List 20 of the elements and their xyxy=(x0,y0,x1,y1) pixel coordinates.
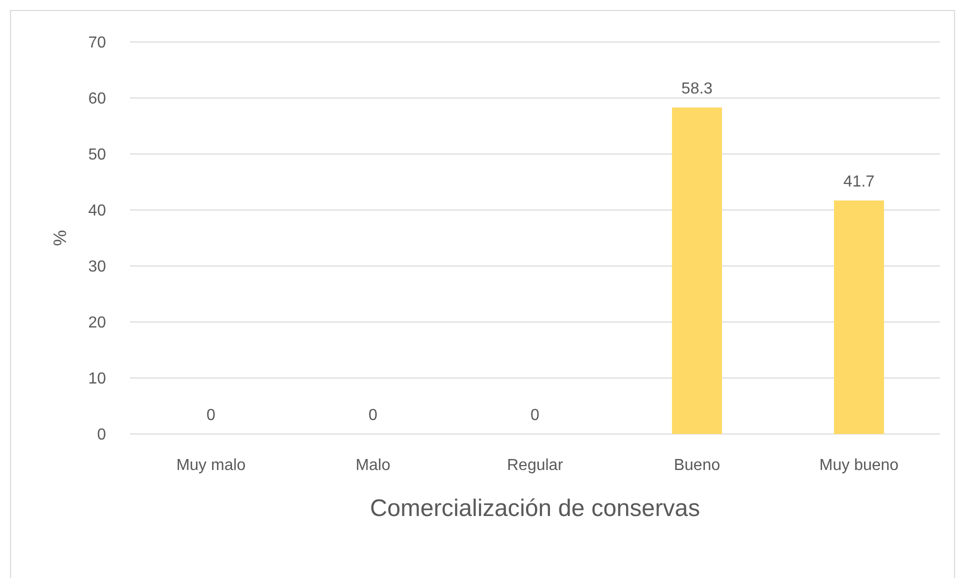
x-axis-title: Comercialización de conservas xyxy=(370,495,702,522)
x-tick-label: Malo xyxy=(356,457,390,474)
data-label: 0 xyxy=(206,407,216,424)
x-tick-label: Regular xyxy=(506,457,564,474)
y-tick-label: 0 xyxy=(97,426,106,444)
data-label: 0 xyxy=(368,407,378,424)
x-tick-label: Muy malo xyxy=(176,457,246,474)
y-tick-label: 40 xyxy=(88,202,106,220)
y-tick-label: 30 xyxy=(88,258,106,276)
y-axis-title: % xyxy=(50,230,70,246)
data-label: 0 xyxy=(530,407,540,424)
y-tick-label: 60 xyxy=(88,90,106,108)
y-tick-label: 70 xyxy=(88,34,106,52)
y-tick-label: 50 xyxy=(88,146,106,164)
x-tick-label: Muy bueno xyxy=(819,457,899,474)
y-tick-label: 20 xyxy=(88,314,106,332)
data-label: 41.7 xyxy=(843,173,875,190)
x-tick-label: Bueno xyxy=(674,457,720,474)
data-label: 58.3 xyxy=(681,80,713,98)
y-tick-label: 10 xyxy=(88,370,106,388)
